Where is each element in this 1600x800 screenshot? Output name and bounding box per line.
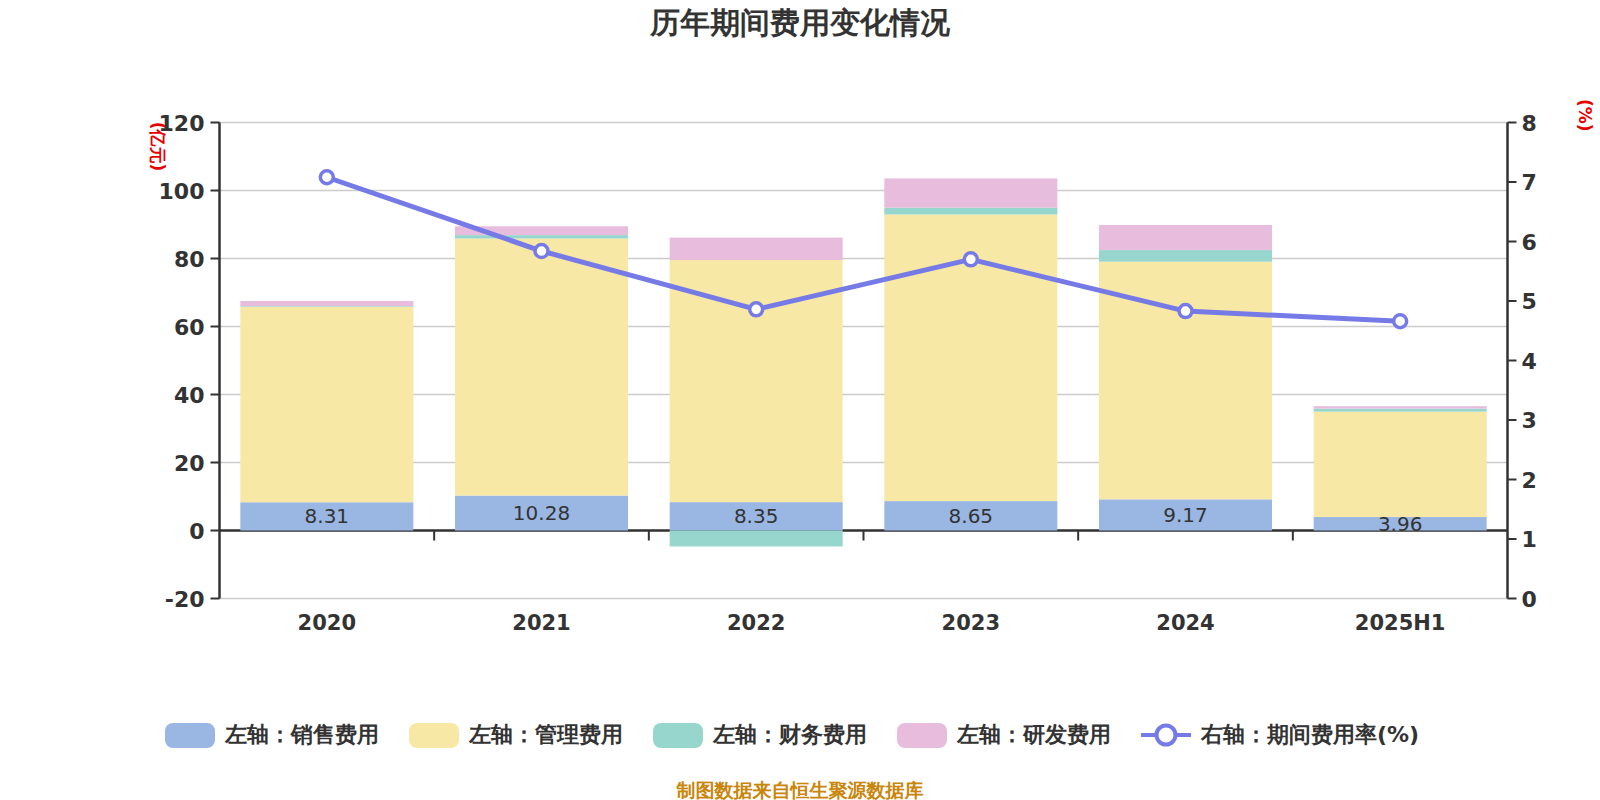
legend-label: 右轴：期间费用率(%) — [1201, 720, 1419, 750]
legend-item[interactable]: 右轴：期间费用率(%) — [1141, 720, 1419, 750]
x-axis-category-label: 2022 — [727, 611, 785, 635]
left-axis-tick-label: 20 — [174, 451, 205, 476]
x-axis-category-label: 2020 — [298, 611, 356, 635]
legend-swatch — [897, 723, 947, 748]
right-axis-tick-label: 4 — [1522, 349, 1537, 374]
bar-segment[interactable] — [884, 178, 1057, 207]
left-axis-tick-label: 120 — [159, 111, 205, 136]
rate-line-marker[interactable] — [320, 171, 333, 184]
bar-segment[interactable] — [455, 239, 628, 496]
right-axis-tick-label: 2 — [1522, 468, 1537, 493]
rate-line-marker[interactable] — [535, 245, 548, 258]
right-axis-tick-label: 7 — [1522, 170, 1537, 195]
x-axis-category-label: 2023 — [942, 611, 1000, 635]
bar-segment[interactable] — [240, 307, 413, 503]
left-axis-tick-label: 40 — [174, 383, 205, 408]
legend-label: 左轴：销售费用 — [225, 720, 379, 750]
right-axis-tick-label: 0 — [1522, 587, 1537, 612]
right-axis-tick-label: 3 — [1522, 408, 1537, 433]
chart-legend: 左轴：销售费用 左轴：管理费用 左轴：财务费用 左轴：研发费用 右轴：期间费用率(%) — [0, 721, 1592, 749]
bar-value-label: 8.35 — [734, 504, 779, 528]
legend-swatch — [409, 723, 459, 748]
x-axis-category-label: 2024 — [1156, 611, 1214, 635]
bar-value-label: 3.96 — [1378, 512, 1423, 536]
left-axis-tick-label: 60 — [174, 315, 205, 340]
rate-line-marker[interactable] — [750, 303, 763, 316]
bar-segment[interactable] — [240, 306, 413, 307]
bar-segment[interactable] — [670, 238, 843, 260]
legend-label: 左轴：研发费用 — [957, 720, 1111, 750]
bar-value-label: 8.31 — [305, 504, 350, 528]
legend-line-marker — [1141, 721, 1191, 749]
rate-line-marker[interactable] — [1179, 305, 1192, 318]
left-axis-tick-label: 100 — [159, 179, 205, 204]
left-axis-tick-label: 80 — [174, 247, 205, 272]
legend-swatch — [653, 723, 703, 748]
bar-segment[interactable] — [240, 301, 413, 306]
bar-segment[interactable] — [670, 531, 843, 547]
bar-value-label: 9.17 — [1163, 503, 1208, 527]
bar-segment[interactable] — [1099, 250, 1272, 262]
right-axis-tick-label: 8 — [1522, 111, 1537, 136]
x-axis-category-label: 2021 — [512, 611, 570, 635]
bar-segment[interactable] — [1099, 225, 1272, 250]
bar-segment[interactable] — [1314, 406, 1487, 408]
bar-value-label: 8.65 — [949, 504, 994, 528]
bar-segment[interactable] — [455, 235, 628, 238]
legend-item[interactable]: 左轴：研发费用 — [897, 720, 1111, 750]
right-axis-tick-label: 5 — [1522, 289, 1537, 314]
legend-label: 左轴：管理费用 — [469, 720, 623, 750]
legend-swatch — [165, 723, 215, 748]
bar-segment[interactable] — [1314, 412, 1487, 517]
chart-plot-area: -20 0 20 40 60 80 100 120 0 1 2 3 4 5 6 7 8 2020 2021 2022 2… — [0, 0, 1600, 800]
rate-line-marker[interactable] — [964, 253, 977, 266]
bar-value-label: 10.28 — [513, 501, 570, 525]
bar-segment[interactable] — [1314, 409, 1487, 412]
x-axis-category-label: 2025H1 — [1355, 611, 1446, 635]
bar-segment[interactable] — [884, 208, 1057, 215]
legend-item[interactable]: 左轴：销售费用 — [165, 720, 379, 750]
rate-line-marker[interactable] — [1394, 315, 1407, 328]
left-axis-tick-label: -20 — [165, 587, 205, 612]
legend-label: 左轴：财务费用 — [713, 720, 867, 750]
legend-item[interactable]: 左轴：管理费用 — [409, 720, 623, 750]
left-axis-tick-label: 0 — [189, 519, 204, 544]
footer-note: 制图数据来自恒生聚源数据库 — [0, 778, 1600, 800]
legend-item[interactable]: 左轴：财务费用 — [653, 720, 867, 750]
right-axis-tick-label: 1 — [1522, 527, 1537, 552]
right-axis-tick-label: 6 — [1522, 230, 1537, 255]
